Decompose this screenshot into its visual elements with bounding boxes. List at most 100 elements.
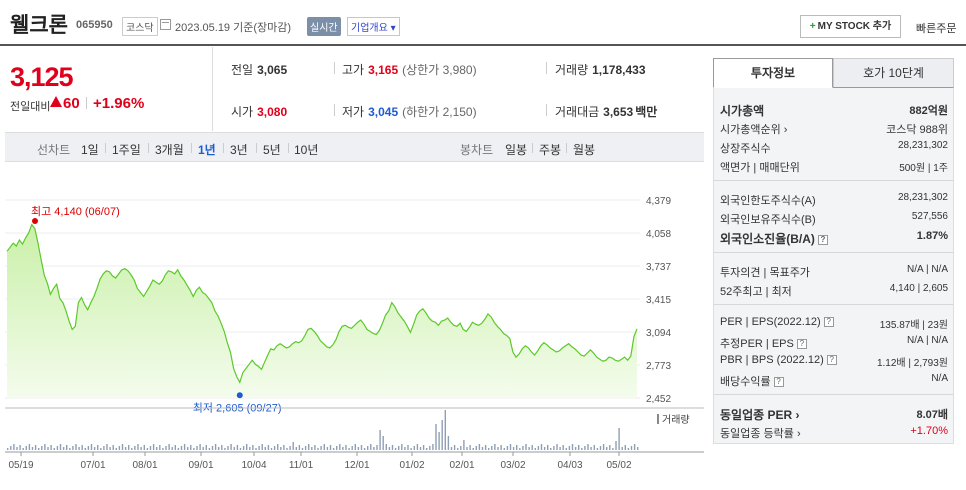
candle-weekly[interactable]: 주봉 bbox=[539, 143, 562, 157]
volume-bar bbox=[516, 445, 518, 450]
volume-bar bbox=[16, 447, 18, 450]
volume-bar bbox=[466, 447, 468, 450]
volume-bar bbox=[44, 444, 46, 450]
calendar-icon bbox=[160, 19, 171, 30]
volume-bar bbox=[298, 445, 301, 450]
period-1d[interactable]: 1일 bbox=[81, 143, 99, 157]
price-chart[interactable]: 4,379 4,058 3,737 3,415 3,094 2,773 2,452 최고 4… bbox=[0, 163, 705, 490]
volume-bar bbox=[348, 448, 350, 450]
help-icon[interactable]: ? bbox=[773, 377, 784, 388]
volume-bar bbox=[571, 444, 574, 450]
volume-bar bbox=[190, 445, 192, 450]
x-tick-label: 02/01 bbox=[449, 460, 474, 471]
volume-bar bbox=[177, 448, 180, 450]
period-1w[interactable]: 1주일 bbox=[112, 143, 141, 157]
info-label: 시가총액 bbox=[720, 104, 765, 118]
volume-bar bbox=[422, 445, 425, 450]
candle-monthly[interactable]: 월봉 bbox=[573, 143, 596, 157]
volume-bar bbox=[56, 446, 59, 450]
tab-quote-10[interactable]: 호가 10단계 bbox=[833, 58, 954, 88]
realtime-badge[interactable]: 실시간 bbox=[307, 17, 341, 36]
info-label: 추정PER | EPS? bbox=[720, 335, 807, 351]
volume-bar bbox=[463, 440, 465, 450]
x-tick-label: 05/02 bbox=[606, 460, 631, 471]
period-3m[interactable]: 3개월 bbox=[155, 143, 184, 157]
volume-bar bbox=[556, 444, 558, 450]
volume-bar bbox=[255, 448, 257, 450]
volume-bar bbox=[385, 444, 387, 450]
volume-bar bbox=[193, 448, 195, 450]
volume-bar bbox=[34, 445, 37, 450]
y-tick-label: 4,379 bbox=[646, 196, 671, 207]
x-tick-label: 04/03 bbox=[557, 460, 582, 471]
volume-bar bbox=[537, 446, 540, 450]
help-icon[interactable]: ? bbox=[796, 339, 807, 350]
volume-bar bbox=[438, 432, 440, 450]
info-value: N/A | N/A bbox=[907, 264, 948, 275]
help-icon[interactable]: ? bbox=[817, 234, 828, 245]
volume-bar bbox=[488, 448, 490, 450]
volume-bar bbox=[633, 444, 636, 450]
x-tick-label: 11/01 bbox=[289, 460, 314, 471]
volume-bar bbox=[84, 448, 86, 450]
info-foreign-hold: 외국인보유주식수(B) 527,556 bbox=[720, 211, 950, 229]
stat-label: 전일 bbox=[231, 63, 254, 77]
info-value: 코스닥 988위 bbox=[886, 124, 948, 136]
volume-bar bbox=[407, 445, 409, 450]
price-line bbox=[6, 223, 638, 384]
volume-bar bbox=[624, 445, 626, 450]
period-10y[interactable]: 10년 bbox=[294, 143, 319, 157]
info-value: 8.07배 bbox=[916, 409, 948, 421]
info-label: 동일업종 PER › bbox=[720, 406, 800, 423]
stat-value: 3,045 bbox=[368, 105, 399, 119]
volume-bar bbox=[304, 446, 307, 450]
info-value: 1.87% bbox=[916, 230, 948, 242]
chevron-down-icon: ▾ bbox=[390, 23, 396, 34]
volume-bar bbox=[208, 448, 211, 450]
divider bbox=[714, 394, 953, 395]
quick-order-link[interactable]: 빠른주문 bbox=[916, 23, 957, 35]
volume-bar bbox=[159, 445, 161, 450]
volume-bar bbox=[506, 446, 509, 450]
volume-bar bbox=[283, 445, 285, 450]
period-3y[interactable]: 3년 bbox=[230, 143, 248, 157]
volume-bar bbox=[152, 444, 155, 450]
volume-bar bbox=[317, 448, 319, 450]
info-value: 527,556 bbox=[911, 211, 948, 222]
volume-bar bbox=[187, 447, 189, 450]
volume-bar bbox=[599, 446, 602, 450]
tab-invest-info[interactable]: 투자정보 bbox=[713, 58, 833, 88]
volume-bar bbox=[280, 447, 282, 450]
stat-value: 3,080 bbox=[257, 105, 288, 119]
volume-bar bbox=[205, 445, 207, 450]
info-market-cap-rank: 시가총액순위 › 코스닥 988위 bbox=[720, 121, 950, 139]
volume-bar bbox=[525, 444, 527, 450]
volume-bar bbox=[252, 445, 254, 450]
add-my-stock-button[interactable]: + MY STOCK 추가 bbox=[800, 15, 901, 38]
volume-bar bbox=[270, 448, 273, 450]
help-icon[interactable]: ? bbox=[823, 317, 834, 328]
info-value: 882억원 bbox=[909, 105, 948, 117]
volume-bar bbox=[329, 445, 332, 450]
candle-daily[interactable]: 일봉 bbox=[505, 143, 528, 157]
info-value: 500원 | 1주 bbox=[899, 163, 948, 174]
info-value: N/A | N/A bbox=[907, 335, 948, 346]
help-icon[interactable]: ? bbox=[826, 355, 837, 366]
volume-bar bbox=[444, 410, 446, 450]
x-axis: 05/19 07/01 08/01 09/01 10/04 11/01 12/01 01/02… bbox=[8, 452, 632, 471]
volume-bar bbox=[295, 447, 297, 450]
company-overview-dropdown[interactable]: 기업개요 ▾ bbox=[347, 17, 400, 36]
invest-info-panel: 시가총액 882억원 시가총액순위 › 코스닥 988위 상장주식수 28,231,3… bbox=[713, 87, 954, 444]
period-5y[interactable]: 5년 bbox=[263, 143, 281, 157]
divider bbox=[334, 62, 335, 74]
info-label-text: 외국인소진율(B/A) bbox=[720, 232, 815, 246]
info-value: 28,231,302 bbox=[897, 140, 948, 151]
info-industry-chg: 동일업종 등락률 › +1.70% bbox=[720, 425, 950, 443]
volume-bar bbox=[239, 448, 242, 450]
period-1y[interactable]: 1년 bbox=[198, 143, 216, 157]
volume-bar bbox=[242, 446, 245, 450]
volume-bar bbox=[78, 447, 80, 450]
volume-bar bbox=[484, 445, 487, 450]
volume-bar bbox=[249, 447, 251, 450]
info-par: 액면가 | 매매단위 500원 | 1주 bbox=[720, 159, 950, 177]
